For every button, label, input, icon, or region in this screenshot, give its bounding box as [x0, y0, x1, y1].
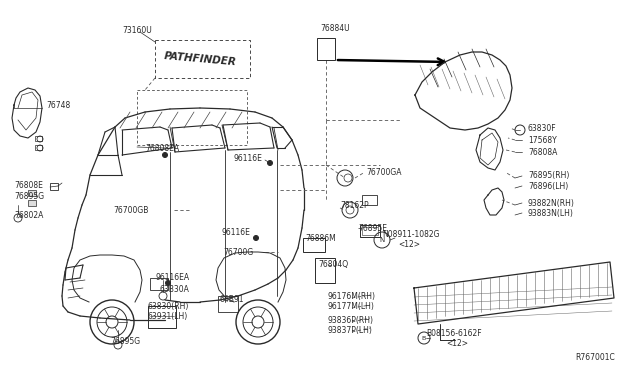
Text: 63830F: 63830F	[528, 124, 557, 132]
Bar	[317, 38, 335, 60]
Text: 63931(LH): 63931(LH)	[148, 311, 188, 321]
Text: 76808EA: 76808EA	[145, 144, 179, 153]
Text: 73160U: 73160U	[122, 26, 152, 35]
Text: PATHFINDER: PATHFINDER	[163, 51, 237, 67]
Bar	[218, 296, 238, 312]
Text: 76808E: 76808E	[14, 180, 43, 189]
Text: 96116EA: 96116EA	[155, 273, 189, 282]
Circle shape	[268, 160, 273, 166]
Text: 17568Y: 17568Y	[528, 135, 557, 144]
Text: <12>: <12>	[446, 340, 468, 349]
Text: 76884U: 76884U	[320, 23, 349, 32]
Text: N08911-1082G: N08911-1082G	[382, 230, 440, 238]
Text: 76700GA: 76700GA	[366, 167, 401, 176]
Text: 96116E: 96116E	[233, 154, 262, 163]
Text: 76896(LH): 76896(LH)	[528, 182, 568, 190]
Text: 63B30A: 63B30A	[160, 285, 190, 294]
Bar	[28, 190, 36, 196]
Text: 76802A: 76802A	[14, 211, 44, 219]
Text: 76895E: 76895E	[358, 224, 387, 232]
Bar	[315, 258, 335, 283]
Text: 76700GB: 76700GB	[113, 205, 148, 215]
Text: 76895G: 76895G	[14, 192, 44, 201]
Text: 76895G: 76895G	[110, 337, 140, 346]
Bar	[35, 136, 42, 141]
Text: B: B	[422, 336, 426, 340]
Text: 76895(RH): 76895(RH)	[528, 170, 570, 180]
Text: <12>: <12>	[398, 240, 420, 248]
Bar	[150, 278, 168, 290]
Text: N: N	[380, 237, 385, 243]
Bar	[28, 200, 36, 206]
Bar	[35, 145, 42, 150]
Text: 93882N(RH): 93882N(RH)	[528, 199, 575, 208]
Text: 96116E: 96116E	[222, 228, 251, 237]
Bar	[360, 225, 380, 237]
Bar	[362, 195, 377, 205]
Text: 96177M(LH): 96177M(LH)	[328, 302, 375, 311]
Text: B08156-6162F: B08156-6162F	[426, 330, 482, 339]
Text: 93836P(RH): 93836P(RH)	[328, 317, 374, 326]
Text: 76808A: 76808A	[528, 148, 557, 157]
Text: 93883N(LH): 93883N(LH)	[528, 208, 574, 218]
Circle shape	[253, 235, 259, 241]
Bar	[155, 40, 250, 78]
Bar	[362, 227, 378, 235]
Text: 76804Q: 76804Q	[318, 260, 348, 269]
Bar	[148, 306, 176, 328]
Circle shape	[166, 280, 170, 285]
Circle shape	[163, 153, 168, 157]
Text: 64B91: 64B91	[220, 295, 244, 304]
Bar	[137, 90, 247, 145]
Text: 93837P(LH): 93837P(LH)	[328, 327, 373, 336]
Text: 76748: 76748	[46, 100, 70, 109]
Text: R767001C: R767001C	[575, 353, 615, 362]
Bar	[50, 183, 58, 190]
Text: 63830(RH): 63830(RH)	[148, 301, 189, 311]
Bar	[303, 238, 325, 252]
Text: 78162P: 78162P	[340, 201, 369, 209]
Text: 96176M(RH): 96176M(RH)	[328, 292, 376, 301]
Text: 76886M: 76886M	[305, 234, 336, 243]
Text: 76700G: 76700G	[223, 247, 253, 257]
